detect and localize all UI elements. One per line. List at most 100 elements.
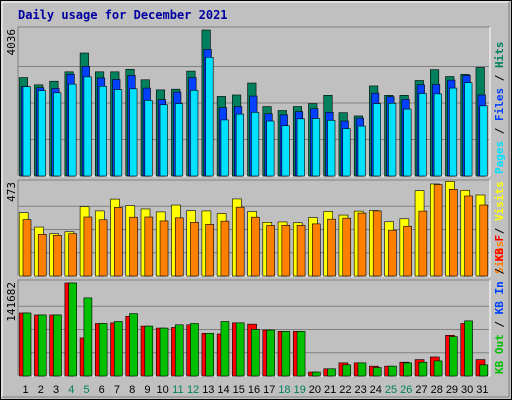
bar-kbout-day-26 xyxy=(403,362,412,377)
bar-kbout-day-4 xyxy=(68,282,77,377)
bar-kbout-day-9 xyxy=(144,325,154,377)
bar-pages-day-17 xyxy=(266,120,275,177)
legend-entry-sites: Sites xyxy=(493,241,506,274)
bar-pages-day-14 xyxy=(220,119,229,177)
bar-sites-day-25 xyxy=(388,229,397,277)
day-label-3: 3 xyxy=(53,384,59,396)
panel-kbf-kbin-kbout: 141682 KB Out / KB In / KB F xyxy=(5,235,506,377)
legend-separator: / xyxy=(493,121,506,141)
bar-sites-day-7 xyxy=(114,207,123,277)
day-label-15: 15 xyxy=(233,384,245,396)
day-label-24: 24 xyxy=(370,384,382,396)
bar-pages-day-15 xyxy=(235,113,244,177)
bar-sites-day-15 xyxy=(235,206,245,277)
legend-entry-kbf: KB F xyxy=(493,235,506,262)
bar-pages-day-29 xyxy=(449,87,458,177)
panel-hits-files-pages-ymax-label: 4036 xyxy=(5,29,18,56)
bar-sites-day-17 xyxy=(266,225,275,277)
bar-sites-day-10 xyxy=(159,220,169,277)
bar-sites-day-8 xyxy=(129,216,138,277)
bar-pages-day-18 xyxy=(281,125,290,177)
bar-sites-day-3 xyxy=(53,235,62,277)
bar-sites-day-4 xyxy=(68,233,77,277)
bar-pages-day-25 xyxy=(388,102,397,177)
legend-separator: / xyxy=(493,68,506,88)
bar-pages-day-10 xyxy=(159,104,168,177)
bar-sites-day-2 xyxy=(37,234,47,277)
bar-sites-day-13 xyxy=(205,223,215,277)
day-label-29: 29 xyxy=(446,384,458,396)
bar-sites-day-6 xyxy=(98,219,108,277)
bar-pages-day-23 xyxy=(357,125,366,177)
chart-title: Daily usage for December 2021 xyxy=(18,8,228,22)
bar-pages-day-11 xyxy=(174,103,184,177)
bar-kbout-day-1 xyxy=(22,312,32,377)
bar-kbout-day-22 xyxy=(342,364,352,377)
bar-sites-day-11 xyxy=(174,217,184,277)
panel-visits-sites: 473 Sites / Visits xyxy=(5,179,506,277)
bar-pages-day-28 xyxy=(433,93,442,177)
bar-kbout-day-19 xyxy=(296,331,306,377)
bar-pages-day-12 xyxy=(190,89,199,177)
day-label-10: 10 xyxy=(157,384,169,396)
bar-sites-day-21 xyxy=(327,218,336,277)
bar-kbout-day-14 xyxy=(220,321,230,377)
bar-pages-day-6 xyxy=(98,85,107,177)
bar-sites-day-30 xyxy=(464,195,473,277)
legend-entry-pages: Pages xyxy=(493,141,506,174)
bar-sites-day-26 xyxy=(403,225,412,277)
bar-kbout-day-2 xyxy=(37,314,47,377)
legend-separator: / xyxy=(493,314,506,334)
day-label-5: 5 xyxy=(83,384,89,396)
day-label-20: 20 xyxy=(309,384,321,396)
panel-hits-files-pages-legend: Pages / Files / Hits xyxy=(493,42,506,175)
bar-kbout-day-3 xyxy=(53,314,62,377)
bar-sites-day-29 xyxy=(449,188,458,277)
bar-kbout-day-15 xyxy=(235,322,245,377)
bar-kbout-day-11 xyxy=(174,324,184,377)
legend-separator: / xyxy=(493,221,506,241)
panel-visits-sites-ymax-label: 473 xyxy=(5,182,18,202)
bar-sites-day-9 xyxy=(144,216,154,277)
bar-pages-day-7 xyxy=(114,89,123,177)
bar-kbout-day-25 xyxy=(388,365,397,377)
day-label-27: 27 xyxy=(415,384,427,396)
legend-entry-hits: Hits xyxy=(493,42,506,69)
day-label-6: 6 xyxy=(99,384,105,396)
bar-sites-day-24 xyxy=(372,210,382,277)
bar-kbout-day-17 xyxy=(266,329,275,377)
bar-sites-day-22 xyxy=(342,217,352,277)
bar-kbout-day-16 xyxy=(251,329,260,377)
day-label-13: 13 xyxy=(202,384,214,396)
bar-kbout-day-6 xyxy=(98,323,108,377)
legend-entry-visits: Visits xyxy=(493,181,506,221)
bar-pages-day-24 xyxy=(372,103,381,177)
bar-kbout-day-28 xyxy=(433,360,443,377)
day-label-23: 23 xyxy=(354,384,366,396)
bar-sites-day-28 xyxy=(433,184,443,277)
day-label-18: 18 xyxy=(278,384,290,396)
bar-pages-day-9 xyxy=(144,100,153,177)
day-label-4: 4 xyxy=(68,384,74,396)
day-axis-labels: 1 2 3 4 5 6 7 8 9 10 11 12 13 14 15 16 17 18 19 20 21 22 23 24 2… xyxy=(23,384,489,396)
panel-hits-files-pages: 4036 Pages / Files / Hits xyxy=(5,26,506,177)
bar-pages-day-22 xyxy=(342,128,351,177)
legend-entry-kbout: KB Out xyxy=(493,334,506,374)
bar-sites-day-18 xyxy=(281,224,291,277)
legend-entry-files: Files xyxy=(493,88,506,121)
bar-kbout-day-5 xyxy=(83,297,93,377)
bar-sites-day-1 xyxy=(22,219,32,277)
day-label-7: 7 xyxy=(114,384,120,396)
legend-separator: / xyxy=(493,261,506,281)
panel-kbf-kbin-kbout-legend: KB Out / KB In / KB F xyxy=(493,235,506,374)
day-label-12: 12 xyxy=(187,384,199,396)
bar-kbout-day-18 xyxy=(281,331,291,377)
day-label-14: 14 xyxy=(217,384,229,396)
panel-visits-sites-legend: Sites / Visits xyxy=(493,181,506,274)
bar-sites-day-16 xyxy=(251,216,260,277)
day-label-21: 21 xyxy=(324,384,336,396)
bar-sites-day-27 xyxy=(418,210,428,277)
bar-pages-day-31 xyxy=(479,105,488,177)
